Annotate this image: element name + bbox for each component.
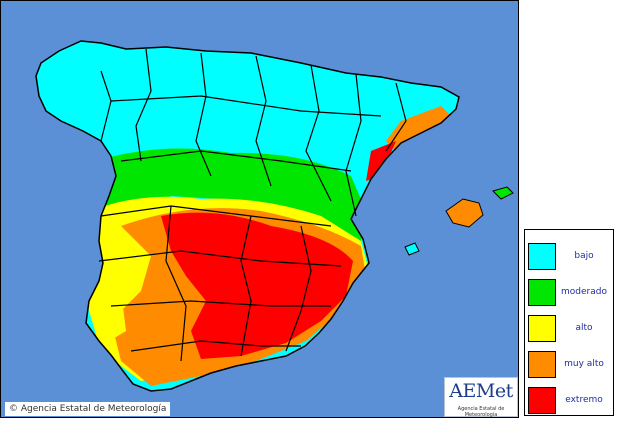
legend-row-extremo: extremo <box>528 387 612 414</box>
legend-swatch <box>528 279 556 306</box>
risk-map: © Agencia Estatal de Meteorología AEMet … <box>0 0 519 418</box>
logo-name: AEMet <box>449 380 513 402</box>
legend-label: muy alto <box>564 359 604 369</box>
island-ibiza <box>404 242 420 256</box>
zone-levante-coast <box>366 141 396 181</box>
aemet-logo: AEMet Agencia Estatal de Meteorología <box>444 377 518 417</box>
zone-portugal-south <box>86 291 126 346</box>
legend-swatch <box>528 315 556 342</box>
legend-label: alto <box>575 323 593 333</box>
legend-swatch <box>528 351 556 378</box>
balearic-islands <box>404 186 514 256</box>
island-mallorca <box>445 198 484 228</box>
legend-row-alto: alto <box>528 315 612 342</box>
legend-swatch <box>528 243 556 270</box>
legend-label: bajo <box>574 251 594 261</box>
logo-subtitle: Agencia Estatal de Meteorología <box>457 406 505 418</box>
country-outline <box>35 40 460 392</box>
legend-label: moderado <box>561 287 607 297</box>
risk-legend: bajo moderado alto muy alto extremo <box>524 229 614 416</box>
legend-label: extremo <box>565 395 603 405</box>
legend-row-muy-alto: muy alto <box>528 351 612 378</box>
map-canvas <box>35 40 514 392</box>
zone-extremo <box>161 212 353 359</box>
legend-row-moderado: moderado <box>528 279 612 306</box>
legend-swatch <box>528 387 556 414</box>
island-menorca <box>492 186 514 200</box>
risk-fill <box>36 41 459 391</box>
map-credit: © Agencia Estatal de Meteorología <box>5 402 171 416</box>
province-borders <box>98 48 407 362</box>
legend-row-bajo: bajo <box>528 243 612 270</box>
zone-catalunya-coast <box>386 106 451 151</box>
